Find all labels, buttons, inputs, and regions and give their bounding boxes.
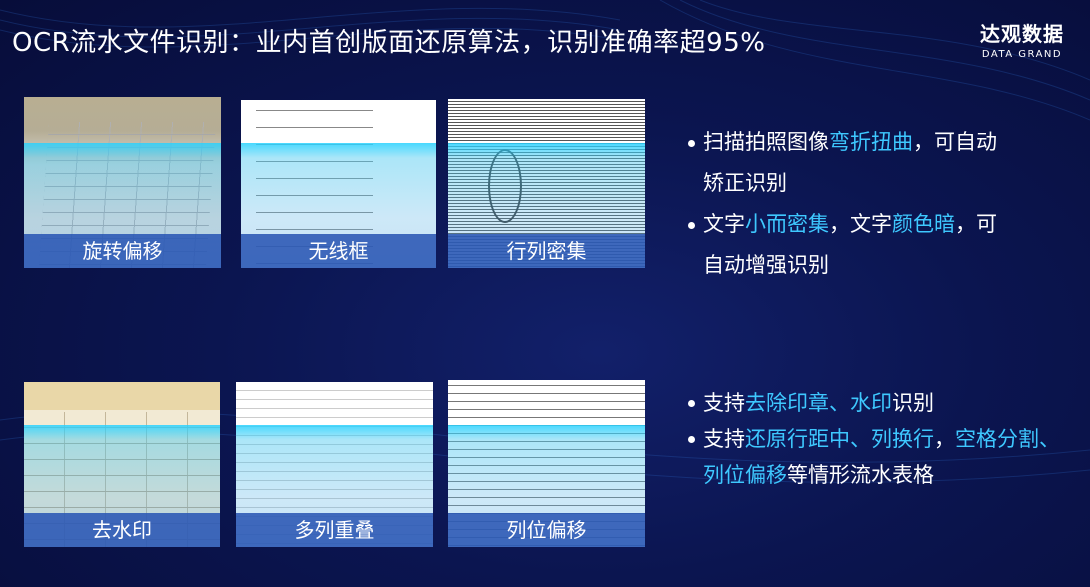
bullets-top: 扫描拍照图像弯折扭曲，可自动 矫正识别 文字小而密集，文字颜色暗，可 自动增强识… [688,122,997,286]
card-label: 列位偏移 [448,513,645,547]
bullet-text: ，可自动 [913,130,997,154]
logo-cn: 达观数据 [980,22,1064,46]
highlight-text: 颜色暗 [892,212,955,236]
bullet-text: ，可 [955,212,997,236]
bullet-continuation: 自动增强识别 [703,253,829,277]
bullet-item: 扫描拍照图像弯折扭曲，可自动 [688,122,997,163]
logo-en: DATA GRAND [981,49,1063,60]
bullet-text: 识别 [892,391,934,415]
card-label: 多列重叠 [236,513,433,547]
card-label: 旋转偏移 [24,234,221,268]
highlight-text: 小而密集 [745,212,829,236]
bullet-text: 支持 [703,427,745,451]
bullet-item: 支持去除印章、水印识别 [688,385,1060,421]
bullet-text: 文字 [703,212,745,236]
bullet-text: 支持 [703,391,745,415]
card-column-shift: 列位偏移 [448,380,645,547]
card-no-border: 无线框 [241,100,436,268]
bullet-text: ， [934,427,955,451]
card-label: 去水印 [24,513,220,547]
card-label: 无线框 [241,234,436,268]
highlight-text: 还原行距中、列换行 [745,427,934,451]
bullet-continuation: 列位偏移等情形流水表格 [688,457,1060,493]
highlight-text: 空格分割、 [955,427,1060,451]
bullets-bottom: 支持去除印章、水印识别 支持还原行距中、列换行，空格分割、 列位偏移等情形流水表… [688,385,1060,493]
card-overlap: 多列重叠 [236,382,433,547]
logo: 达观数据 DATA GRAND [980,18,1064,60]
card-rotation: 旋转偏移 [24,97,221,268]
bullet-item: 支持还原行距中、列换行，空格分割、 [688,421,1060,457]
card-dense: 行列密集 [448,99,645,268]
bullet-text: 等情形流水表格 [787,463,934,487]
bullet-continuation: 矫正识别 [703,171,787,195]
card-watermark: 去水印 [24,382,220,547]
card-label: 行列密集 [448,234,645,268]
bullet-item: 文字小而密集，文字颜色暗，可 [688,204,997,245]
highlight-text: 列位偏移 [703,463,787,487]
page-title: OCR流水文件识别：业内首创版面还原算法，识别准确率超95% [12,28,766,58]
bullet-text: ，文字 [829,212,892,236]
bullet-text: 扫描拍照图像 [703,130,829,154]
highlight-text: 弯折扭曲 [829,130,913,154]
highlight-text: 去除印章、水印 [745,391,892,415]
